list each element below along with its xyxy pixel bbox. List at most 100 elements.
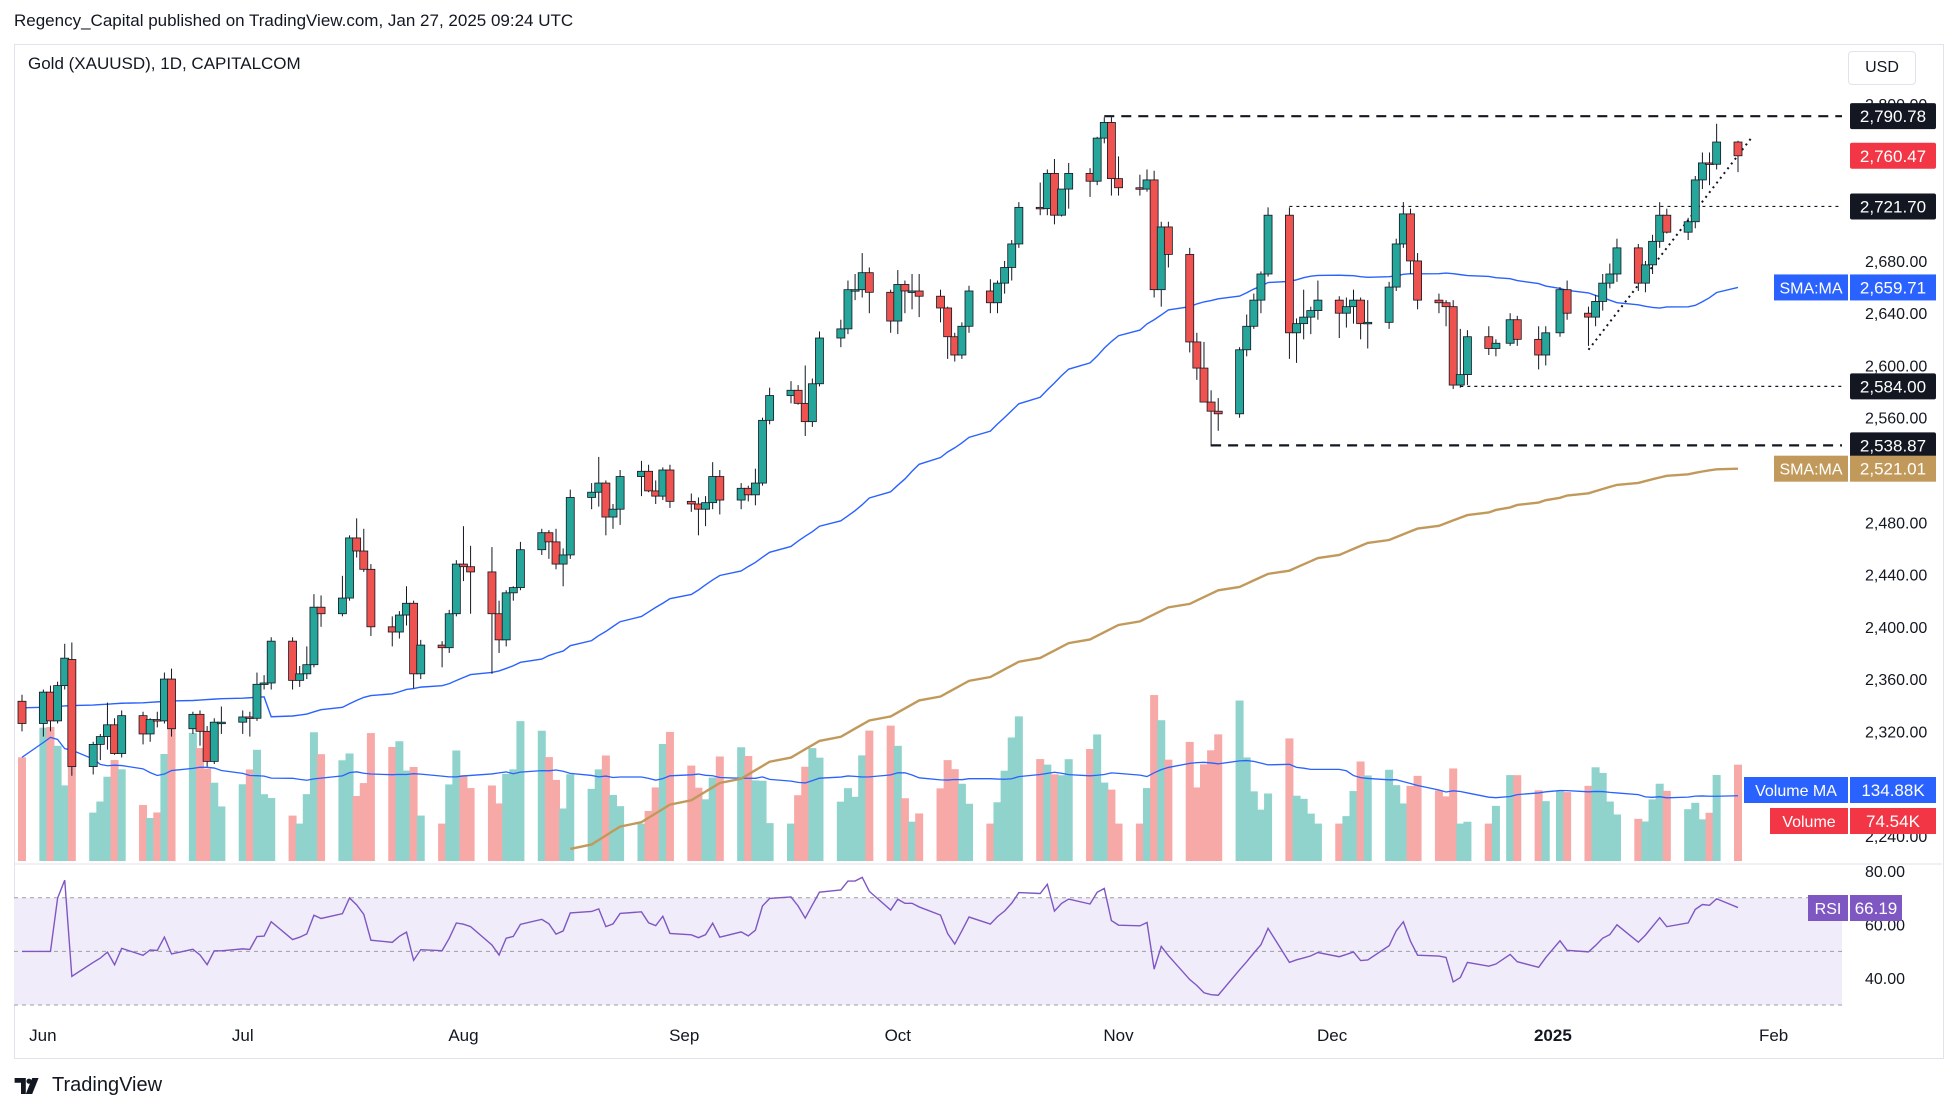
candle-up[interactable] xyxy=(266,640,276,684)
candle-down[interactable] xyxy=(466,566,475,573)
candle-down[interactable] xyxy=(1285,214,1294,334)
currency-button[interactable]: USD xyxy=(1848,51,1916,85)
candle-down[interactable] xyxy=(686,500,696,505)
candle-up[interactable] xyxy=(893,284,903,322)
candle-up[interactable] xyxy=(1690,179,1700,223)
candle-down[interactable] xyxy=(1512,319,1522,340)
candle-up[interactable] xyxy=(1648,240,1657,266)
candle-down[interactable] xyxy=(1206,401,1216,412)
candle-up[interactable] xyxy=(1463,336,1472,376)
candle-down[interactable] xyxy=(1356,299,1366,325)
candle-up[interactable] xyxy=(302,664,312,675)
candle-up[interactable] xyxy=(1455,374,1465,386)
candle-down[interactable] xyxy=(864,272,874,293)
candle-up[interactable] xyxy=(701,502,710,510)
candle-down[interactable] xyxy=(487,571,497,615)
candle-up[interactable] xyxy=(1007,243,1017,268)
candle-up[interactable] xyxy=(836,328,846,339)
candle-up[interactable] xyxy=(1249,299,1259,327)
candle-up[interactable] xyxy=(1683,221,1693,233)
candle-down[interactable] xyxy=(943,307,953,338)
candle-up[interactable] xyxy=(259,682,269,685)
candle-up[interactable] xyxy=(1491,342,1501,349)
candle-up[interactable] xyxy=(1014,206,1024,245)
candle-up[interactable] xyxy=(807,383,817,423)
candle-down[interactable] xyxy=(936,295,945,309)
candle-up[interactable] xyxy=(238,716,248,723)
candle-up[interactable] xyxy=(1292,323,1301,334)
candle-up[interactable] xyxy=(1641,264,1650,284)
candle-up[interactable] xyxy=(587,491,597,498)
candle-up[interactable] xyxy=(1057,188,1066,216)
trendline[interactable] xyxy=(1587,136,1754,351)
candle-up[interactable] xyxy=(1313,299,1323,311)
candle-down[interactable] xyxy=(715,476,725,501)
candle-up[interactable] xyxy=(295,673,305,681)
candle-down[interactable] xyxy=(601,482,611,518)
candle-down[interactable] xyxy=(1114,178,1123,189)
candle-down[interactable] xyxy=(551,541,561,565)
candle-down[interactable] xyxy=(1185,253,1195,343)
candle-down[interactable] xyxy=(644,470,653,492)
candle-up[interactable] xyxy=(993,282,1002,304)
candle-up[interactable] xyxy=(209,721,219,762)
candle-down[interactable] xyxy=(316,606,326,615)
candle-up[interactable] xyxy=(88,744,98,768)
candle-up[interactable] xyxy=(216,721,226,725)
candle-up[interactable] xyxy=(1000,267,1010,284)
candle-down[interactable] xyxy=(1107,122,1116,180)
candle-down[interactable] xyxy=(288,640,297,681)
candle-up[interactable] xyxy=(608,508,618,518)
tradingview-logo[interactable]: TradingView xyxy=(14,1074,162,1097)
candle-up[interactable] xyxy=(394,614,404,633)
candle-up[interactable] xyxy=(1591,301,1600,318)
candle-down[interactable] xyxy=(1213,410,1223,415)
candle-down[interactable] xyxy=(409,602,419,675)
candle-down[interactable] xyxy=(17,700,27,724)
candle-down[interactable] xyxy=(67,659,77,768)
candle-up[interactable] xyxy=(1242,325,1252,351)
candle-up[interactable] xyxy=(1156,226,1166,291)
candle-down[interactable] xyxy=(1434,299,1444,304)
candle-down[interactable] xyxy=(1406,213,1415,262)
candle-up[interactable] xyxy=(95,736,105,745)
candle-up[interactable] xyxy=(565,497,575,556)
candle-up[interactable] xyxy=(508,587,518,594)
candle-up[interactable] xyxy=(1363,321,1373,325)
candle-down[interactable] xyxy=(544,532,554,543)
candle-up[interactable] xyxy=(850,289,860,292)
candle-up[interactable] xyxy=(451,563,461,615)
candle-up[interactable] xyxy=(1299,316,1309,325)
candle-up[interactable] xyxy=(338,597,347,615)
candle-down[interactable] xyxy=(665,469,675,502)
candle-down[interactable] xyxy=(352,537,362,552)
candle-down[interactable] xyxy=(1484,336,1494,349)
candle-down[interactable] xyxy=(366,568,376,628)
candle-up[interactable] xyxy=(1256,273,1266,301)
candle-down[interactable] xyxy=(1192,341,1202,369)
candle-up[interactable] xyxy=(1605,273,1615,284)
candle-up[interactable] xyxy=(843,289,853,330)
candle-up[interactable] xyxy=(1712,141,1722,165)
candle-down[interactable] xyxy=(459,563,468,568)
candle-up[interactable] xyxy=(416,644,426,675)
candle-up[interactable] xyxy=(117,715,127,754)
candle-up[interactable] xyxy=(444,613,454,649)
candle-down[interactable] xyxy=(359,550,369,570)
candle-up[interactable] xyxy=(1092,137,1102,182)
candle-up[interactable] xyxy=(1306,310,1316,318)
candle-up[interactable] xyxy=(145,719,155,735)
candle-up[interactable] xyxy=(345,537,354,599)
candle-up[interactable] xyxy=(765,395,775,421)
candle-down[interactable] xyxy=(914,290,924,297)
candle-up[interactable] xyxy=(615,476,625,510)
candle-up[interactable] xyxy=(815,337,824,385)
candle-down[interactable] xyxy=(1448,306,1458,386)
candle-up[interactable] xyxy=(1541,332,1551,356)
candle-up[interactable] xyxy=(1612,247,1622,275)
candle-up[interactable] xyxy=(558,554,568,565)
candle-down[interactable] xyxy=(1163,226,1173,255)
candle-up[interactable] xyxy=(1598,282,1608,302)
candle-down[interactable] xyxy=(195,713,205,732)
candle-down[interactable] xyxy=(167,678,176,730)
